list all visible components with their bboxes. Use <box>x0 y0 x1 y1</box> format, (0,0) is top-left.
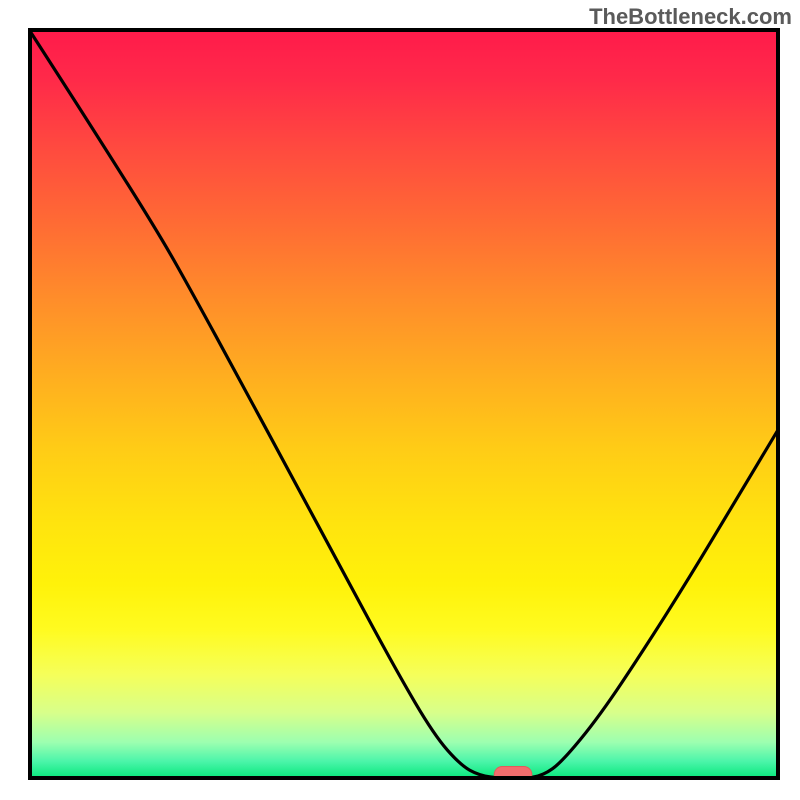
plot-area <box>28 28 780 780</box>
watermark-label: TheBottleneck.com <box>589 4 792 30</box>
bottleneck-chart: TheBottleneck.com <box>0 0 800 800</box>
chart-svg <box>28 28 780 780</box>
